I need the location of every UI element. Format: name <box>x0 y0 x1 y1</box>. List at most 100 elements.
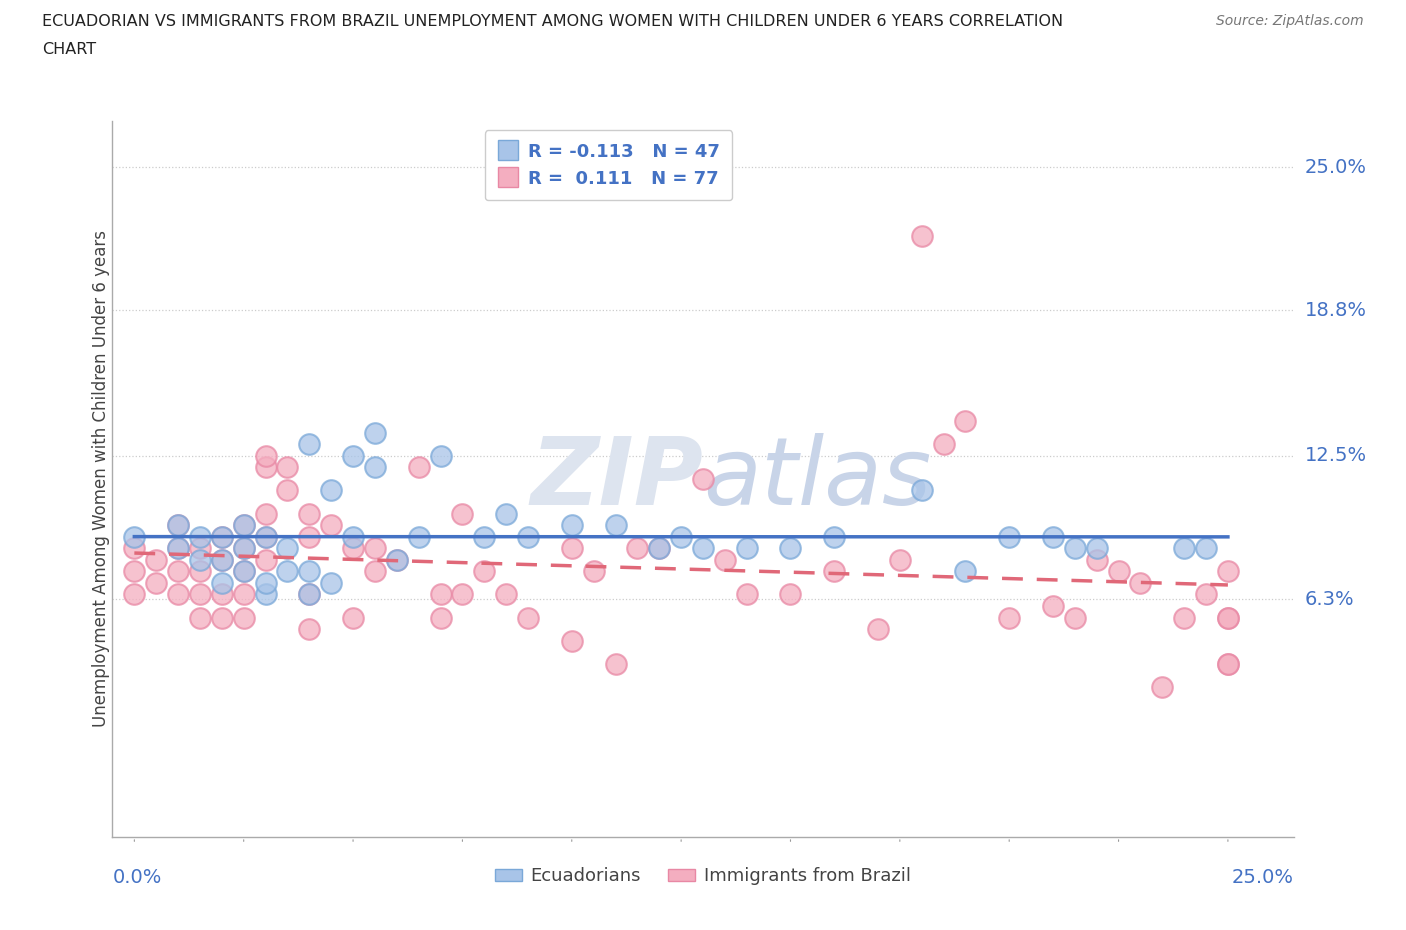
Point <box>648 541 671 556</box>
Point <box>321 576 343 591</box>
Point <box>714 552 737 567</box>
Point <box>429 610 451 625</box>
Point <box>211 552 233 567</box>
Point <box>911 229 934 244</box>
Point <box>692 541 714 556</box>
Point <box>188 529 211 544</box>
Point <box>561 633 583 648</box>
Point <box>211 552 233 567</box>
Point <box>866 621 889 636</box>
Point <box>232 518 254 533</box>
Point <box>254 506 277 521</box>
Point <box>298 621 321 636</box>
Point <box>188 541 211 556</box>
Point <box>669 529 692 544</box>
Text: 12.5%: 12.5% <box>1305 446 1367 465</box>
Point <box>605 657 627 671</box>
Point <box>124 529 146 544</box>
Point <box>429 587 451 602</box>
Point <box>232 564 254 578</box>
Point <box>1129 576 1152 591</box>
Point <box>429 448 451 463</box>
Point <box>385 552 408 567</box>
Point <box>211 576 233 591</box>
Point <box>1216 610 1239 625</box>
Point <box>124 541 146 556</box>
Point <box>1216 657 1239 671</box>
Point <box>167 564 190 578</box>
Text: CHART: CHART <box>42 42 96 57</box>
Point <box>955 414 977 429</box>
Point <box>364 460 387 475</box>
Y-axis label: Unemployment Among Women with Children Under 6 years: Unemployment Among Women with Children U… <box>93 231 110 727</box>
Point <box>188 587 211 602</box>
Point <box>692 472 714 486</box>
Point <box>889 552 911 567</box>
Point <box>232 564 254 578</box>
Point <box>1042 599 1064 614</box>
Point <box>188 610 211 625</box>
Text: Source: ZipAtlas.com: Source: ZipAtlas.com <box>1216 14 1364 28</box>
Point <box>998 529 1021 544</box>
Point <box>364 425 387 440</box>
Point <box>276 564 298 578</box>
Point <box>1173 541 1195 556</box>
Point <box>1216 657 1239 671</box>
Text: 25.0%: 25.0% <box>1305 157 1367 177</box>
Point <box>472 529 495 544</box>
Point <box>517 610 540 625</box>
Point <box>298 437 321 452</box>
Legend: Ecuadorians, Immigrants from Brazil: Ecuadorians, Immigrants from Brazil <box>488 860 918 893</box>
Point <box>1063 541 1085 556</box>
Point <box>1216 564 1239 578</box>
Point <box>276 460 298 475</box>
Point <box>472 564 495 578</box>
Point <box>298 587 321 602</box>
Point <box>932 437 955 452</box>
Point <box>1195 587 1218 602</box>
Point <box>254 576 277 591</box>
Text: 0.0%: 0.0% <box>112 868 162 886</box>
Point <box>408 460 430 475</box>
Point <box>735 541 758 556</box>
Point <box>211 610 233 625</box>
Point <box>1063 610 1085 625</box>
Text: 25.0%: 25.0% <box>1232 868 1294 886</box>
Point <box>276 483 298 498</box>
Point <box>911 483 934 498</box>
Point <box>211 529 233 544</box>
Point <box>124 564 146 578</box>
Point <box>451 587 474 602</box>
Point <box>408 529 430 544</box>
Point <box>188 564 211 578</box>
Point <box>342 541 364 556</box>
Point <box>298 587 321 602</box>
Point <box>232 541 254 556</box>
Point <box>605 518 627 533</box>
Point <box>254 587 277 602</box>
Point <box>364 564 387 578</box>
Point <box>298 529 321 544</box>
Point <box>495 506 517 521</box>
Point <box>232 518 254 533</box>
Point <box>1042 529 1064 544</box>
Point <box>232 587 254 602</box>
Point <box>1085 552 1108 567</box>
Point <box>495 587 517 602</box>
Point <box>167 541 190 556</box>
Point <box>1152 680 1174 695</box>
Point <box>998 610 1021 625</box>
Point <box>561 541 583 556</box>
Point <box>823 564 845 578</box>
Point <box>364 541 387 556</box>
Point <box>167 518 190 533</box>
Point <box>167 587 190 602</box>
Point <box>254 529 277 544</box>
Point <box>561 518 583 533</box>
Point <box>779 587 801 602</box>
Point <box>276 541 298 556</box>
Point <box>188 552 211 567</box>
Point <box>167 541 190 556</box>
Point <box>955 564 977 578</box>
Point <box>1195 541 1218 556</box>
